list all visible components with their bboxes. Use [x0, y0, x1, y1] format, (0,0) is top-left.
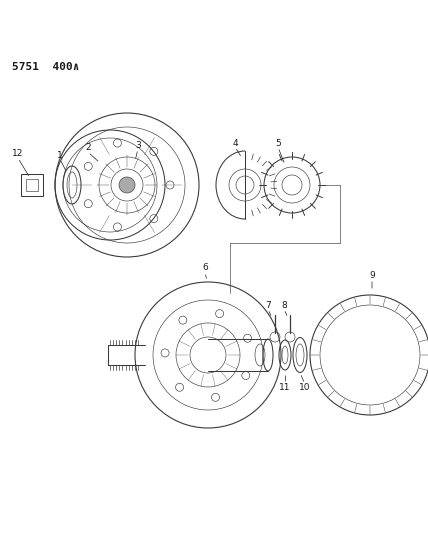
Circle shape: [119, 177, 135, 193]
Text: 5: 5: [275, 139, 281, 148]
Text: 5751  400∧: 5751 400∧: [12, 62, 80, 72]
FancyBboxPatch shape: [21, 174, 43, 196]
Text: 3: 3: [135, 141, 141, 149]
Text: 11: 11: [279, 384, 291, 392]
Text: 8: 8: [281, 301, 287, 310]
FancyBboxPatch shape: [26, 179, 38, 191]
Text: 6: 6: [202, 263, 208, 272]
Text: 2: 2: [85, 143, 91, 152]
Text: 1: 1: [57, 150, 63, 159]
Text: 4: 4: [232, 139, 238, 148]
Text: 9: 9: [369, 271, 375, 279]
Text: 10: 10: [299, 384, 311, 392]
Text: 7: 7: [265, 301, 271, 310]
Text: 12: 12: [12, 149, 24, 157]
